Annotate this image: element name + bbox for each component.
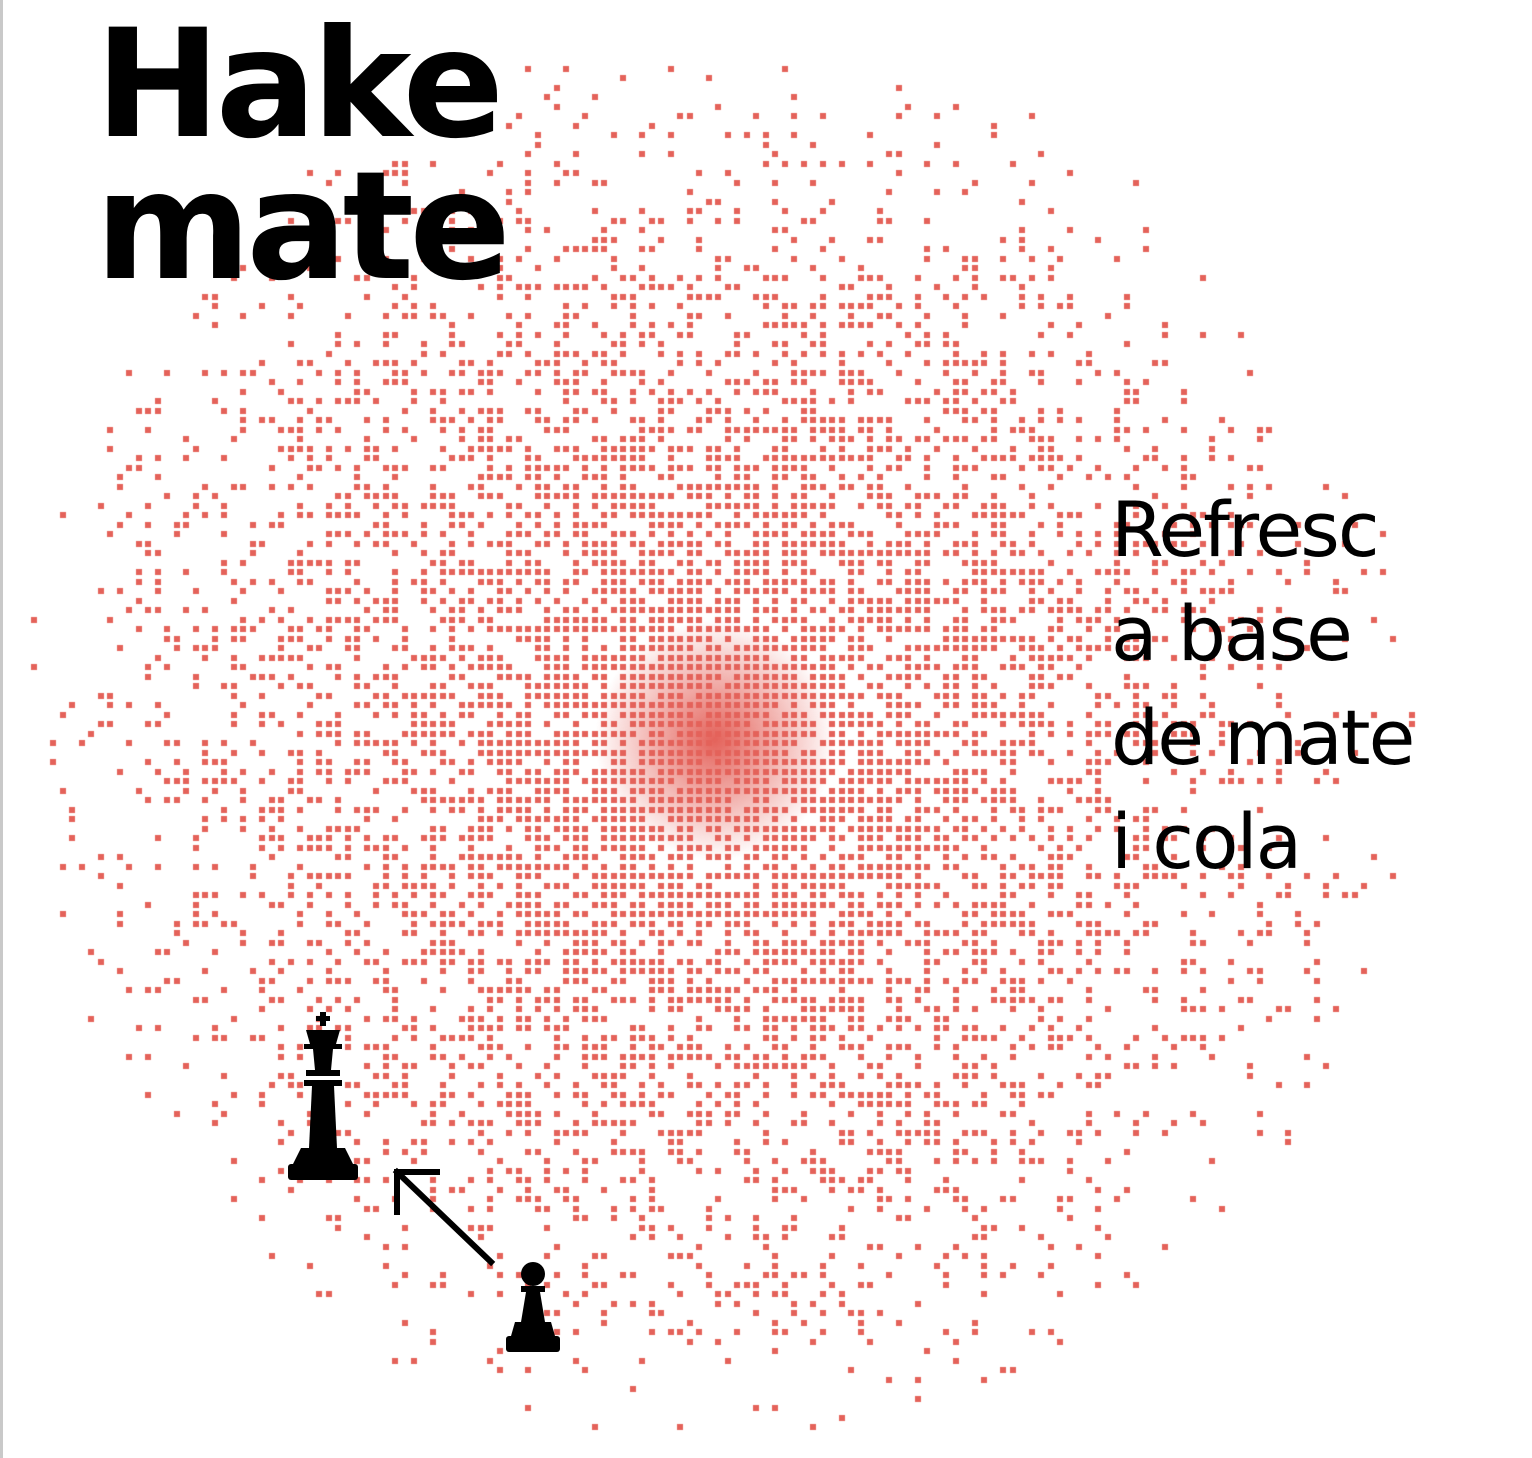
tagline-line-2: a base bbox=[1111, 589, 1353, 678]
tagline-line-4: i cola bbox=[1111, 797, 1302, 886]
tagline: Refresc a base de mate i cola bbox=[1111, 478, 1415, 894]
brand-title-line-1: Hake bbox=[95, 0, 504, 172]
tagline-line-3: de mate bbox=[1111, 693, 1415, 782]
halftone-circle bbox=[3, 0, 1532, 1458]
brand-title: Hake mate bbox=[95, 0, 511, 314]
tagline-line-1: Refresc bbox=[1111, 485, 1380, 574]
brand-title-line-2: mate bbox=[95, 140, 511, 314]
